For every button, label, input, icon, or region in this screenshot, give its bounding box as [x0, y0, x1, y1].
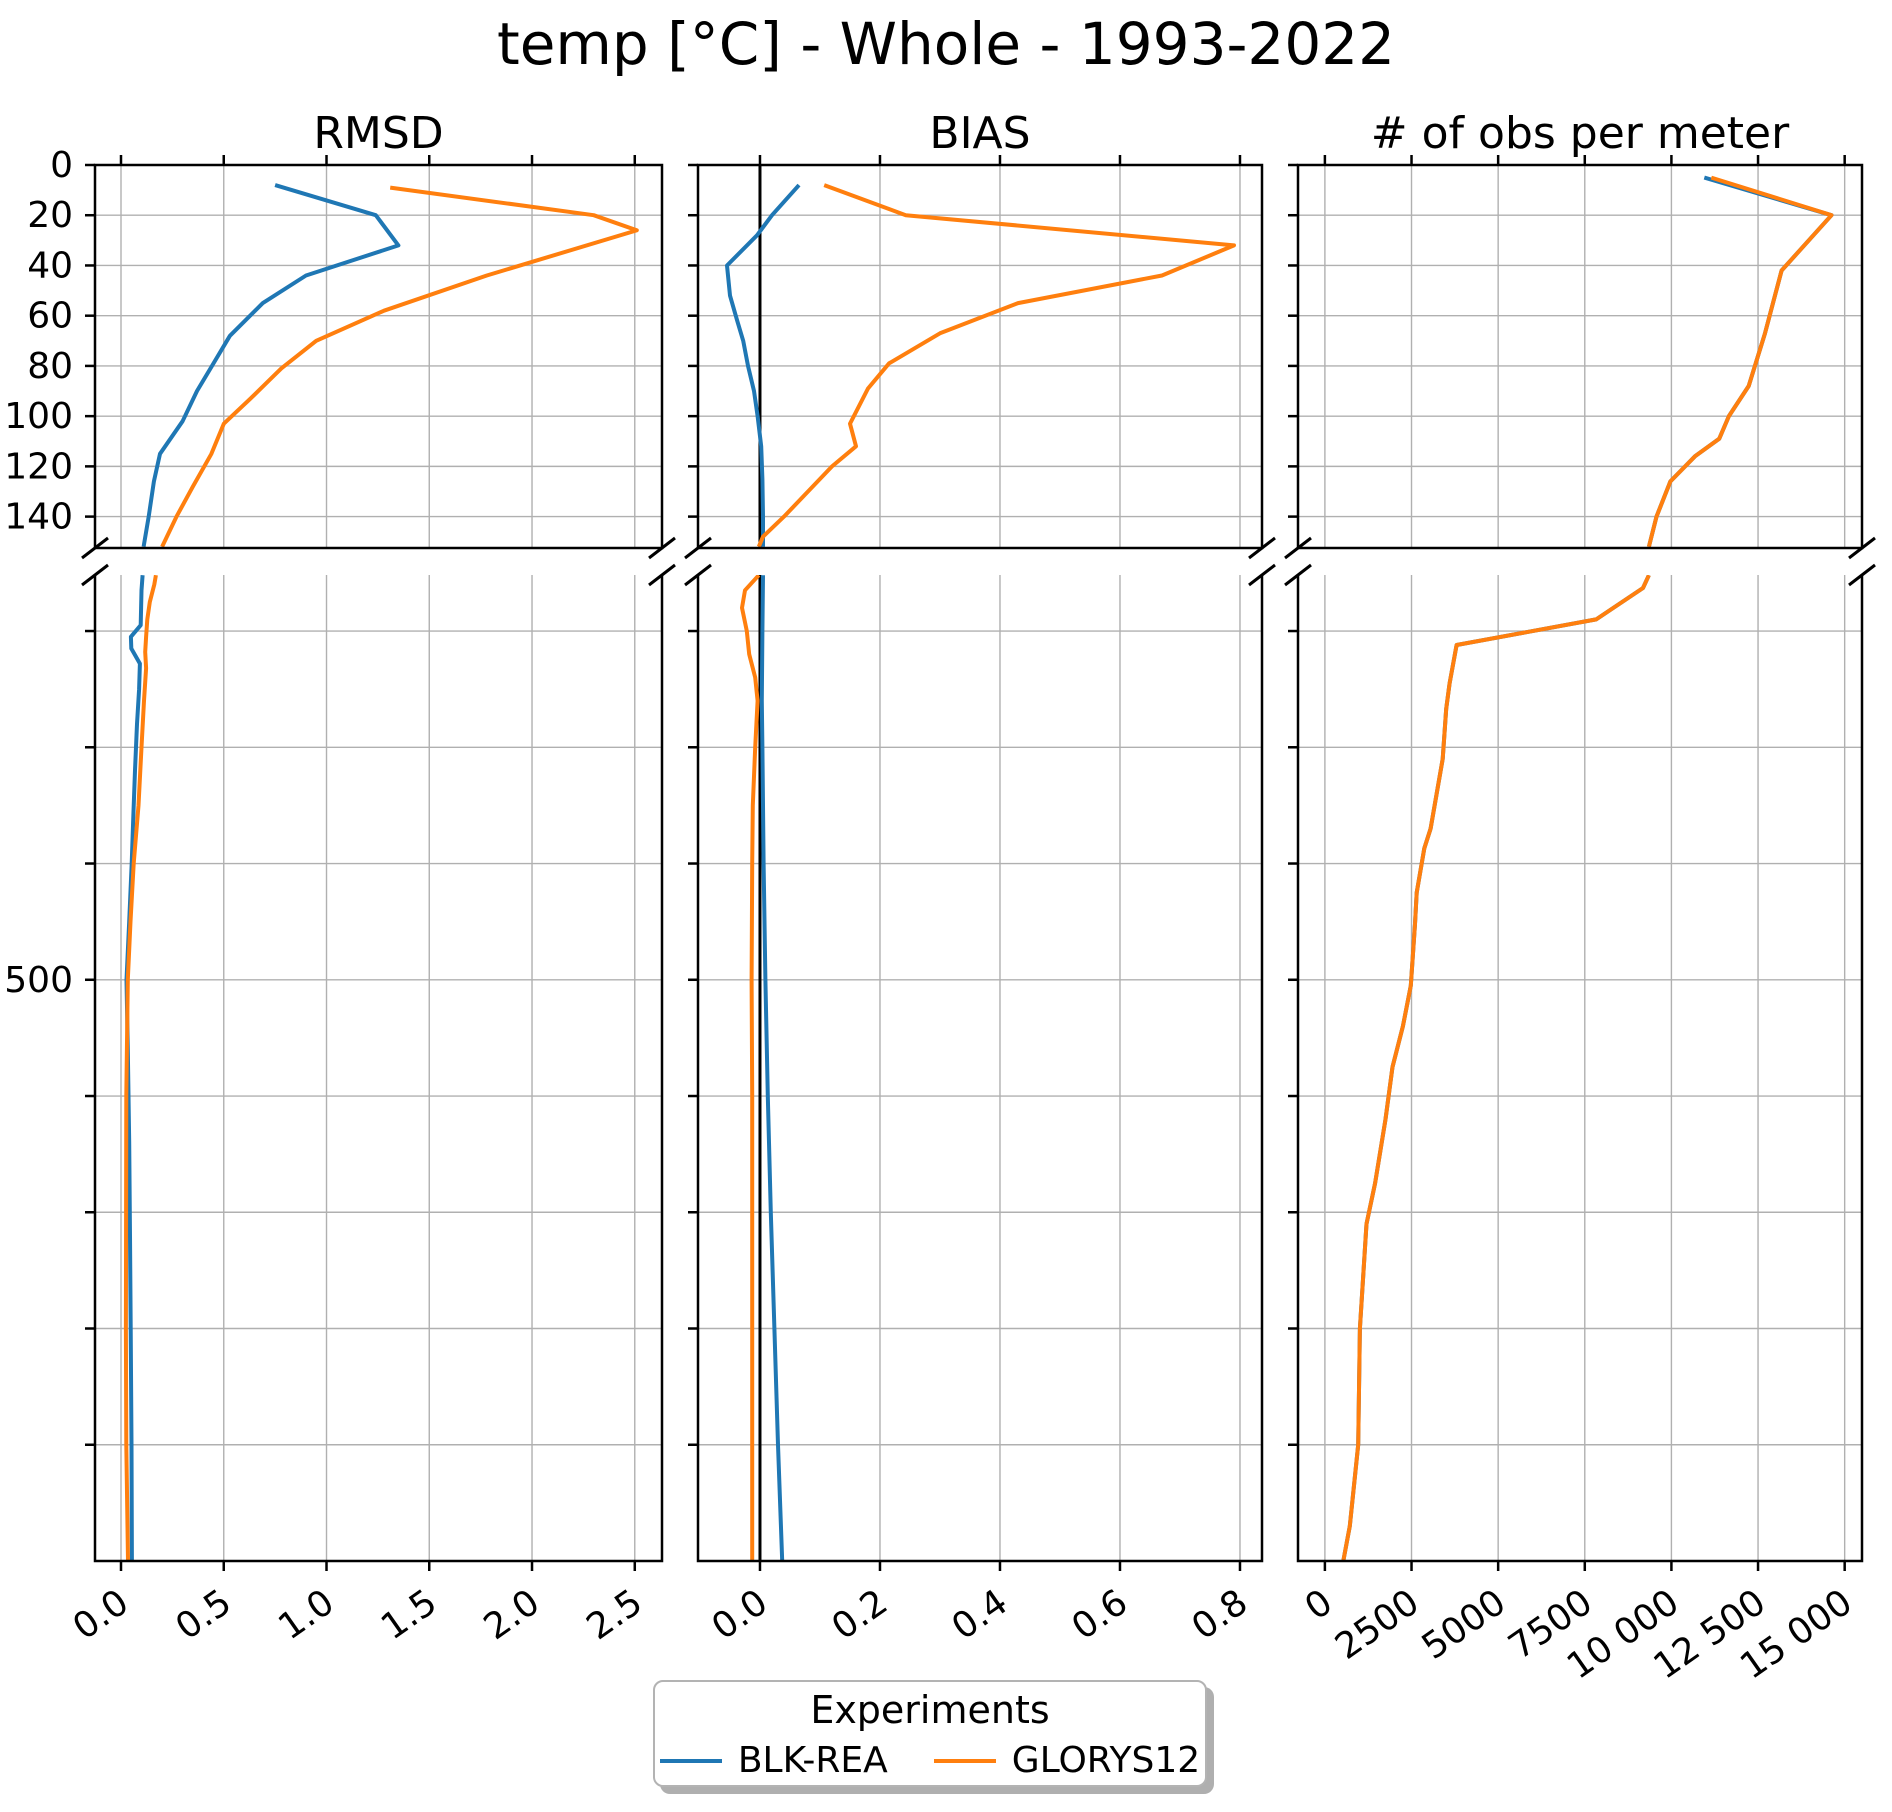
tick-label: 0.0: [705, 1582, 775, 1648]
tick-marks: [85, 155, 637, 1571]
legend-entry-glorys12: GLORYS12: [933, 1740, 1201, 1781]
legend-entry-blk-rea: BLK-REA: [659, 1740, 888, 1781]
legend-entry-label: GLORYS12: [1011, 1740, 1201, 1781]
tick-label: 0.6: [1065, 1582, 1135, 1648]
legend: Experiments BLK-REA GLORYS12: [653, 1680, 1207, 1787]
tick-label: 0.5: [168, 1582, 238, 1648]
panel-rmsd: RMSD 0.0 0.5 1.0 1.5 2.0 2.5 0 20 40 60 80 100 120 140…: [4, 108, 676, 1648]
legend-entry-label: BLK-REA: [737, 1740, 888, 1781]
axes-spines: [93, 163, 664, 1563]
glorys12-line: [123, 575, 158, 1561]
tick-label: 60: [27, 296, 73, 337]
glorys12-line: [756, 183, 1236, 548]
panel-title: BIAS: [929, 108, 1030, 159]
gridlines: [95, 165, 662, 1561]
figure-title: temp [°C] - Whole - 1993-2022: [496, 10, 1396, 78]
glorys12-line: [1646, 175, 1834, 548]
axes-spines: [1296, 163, 1864, 1563]
depth-tick-labels: 0 20 40 60 80 100 120 140 500: [4, 145, 73, 1001]
tick-label: 2.5: [580, 1582, 650, 1648]
gridlines: [1298, 165, 1862, 1561]
tick-label: 0.2: [825, 1582, 895, 1648]
x-tick-labels: 0.0 0.2 0.4 0.6 0.8: [705, 1582, 1255, 1648]
x-tick-labels: 0.0 0.5 1.0 1.5 2.0 2.5: [66, 1582, 650, 1648]
tick-label: 100: [4, 396, 73, 437]
blk-rea-line: [141, 183, 401, 548]
axis-break-marks: [81, 536, 676, 587]
tick-label: 140: [4, 497, 73, 538]
legend-title: Experiments: [810, 1688, 1050, 1732]
tick-label: 0: [50, 145, 73, 186]
tick-label: 1.0: [271, 1582, 341, 1648]
tick-label: 2500: [1328, 1582, 1427, 1668]
blk-rea-line-swatch: [659, 1758, 722, 1763]
gridlines: [698, 165, 1262, 1561]
blk-rea-line: [759, 575, 785, 1561]
axis-break-marks: [1284, 536, 1876, 587]
blk-rea-line: [124, 575, 145, 1561]
tick-label: 2.0: [477, 1582, 547, 1648]
tick-label: 40: [27, 245, 73, 286]
blk-rea-line: [1646, 175, 1834, 548]
tick-label: 1.5: [374, 1582, 444, 1648]
tick-label: 5000: [1415, 1582, 1514, 1668]
glorys12-line: [160, 185, 639, 548]
tick-marks: [1288, 155, 1846, 1571]
glorys12-line: [1341, 575, 1651, 1561]
panel-bias: BIAS 0.0 0.2 0.4 0.6 0.8: [684, 108, 1276, 1648]
tick-marks: [688, 155, 1242, 1571]
tick-label: 80: [27, 346, 73, 387]
tick-label: 0.8: [1185, 1582, 1255, 1648]
legend-entries: BLK-REA GLORYS12: [655, 1740, 1205, 1781]
tick-label: 20: [27, 195, 73, 236]
tick-label: 0.4: [945, 1582, 1015, 1648]
glorys12-line-swatch: [933, 1758, 996, 1763]
tick-label: 500: [4, 960, 73, 1001]
glorys12-line: [740, 575, 761, 1561]
panel-title: # of obs per meter: [1371, 108, 1790, 159]
blk-rea-line: [725, 183, 801, 547]
tick-label: 120: [4, 446, 73, 487]
blk-rea-line: [1341, 575, 1651, 1561]
panel-title: RMSD: [313, 108, 443, 159]
axis-break-marks: [684, 536, 1276, 587]
tick-label: 0.0: [66, 1582, 136, 1648]
axes-spines: [696, 163, 1264, 1563]
tick-label: 0: [1298, 1582, 1340, 1629]
